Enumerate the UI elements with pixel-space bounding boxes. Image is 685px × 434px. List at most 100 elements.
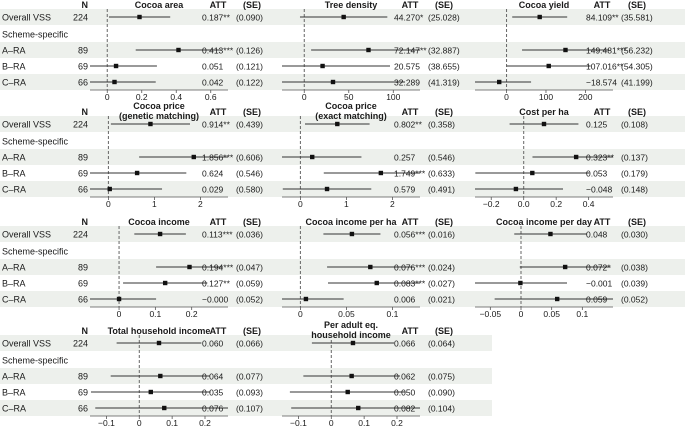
row-label: Scheme-specific — [2, 247, 69, 257]
att-header: ATT — [594, 217, 611, 227]
se-value: (0.606) — [236, 152, 263, 162]
se-value: (0.633) — [428, 168, 455, 178]
point-estimate — [563, 47, 568, 53]
row-label: Overall VSS — [2, 120, 51, 130]
point-estimate — [573, 154, 579, 160]
att-header: ATT — [402, 326, 419, 336]
att-value: 32.289 — [394, 77, 420, 87]
row-n: 89 — [78, 46, 88, 56]
point-estimate — [554, 296, 560, 302]
point-estimate — [107, 186, 112, 192]
se-value: (0.027) — [428, 278, 455, 288]
att-value: 0.082 — [394, 403, 416, 413]
point-estimate — [518, 280, 523, 286]
att-value: 0.323** — [586, 152, 615, 162]
att-value: 0.035 — [202, 387, 224, 397]
se-value: (32.887) — [428, 45, 460, 55]
se-value: (0.108) — [621, 119, 648, 129]
att-value: 0.059 — [586, 294, 608, 304]
x-tick-label: 0 — [137, 418, 142, 428]
row-n: 69 — [78, 388, 88, 398]
row-n: 69 — [78, 169, 88, 179]
row-label: C–RA — [2, 185, 26, 195]
point-estimate — [356, 405, 361, 411]
row-n: 89 — [78, 263, 88, 273]
x-tick-label: 0.2 — [136, 92, 148, 102]
point-estimate — [148, 389, 153, 395]
point-estimate — [137, 14, 142, 20]
att-header: ATT — [210, 217, 227, 227]
att-value: 1.749*** — [394, 168, 426, 178]
point-estimate — [497, 79, 502, 85]
se-value: (0.090) — [236, 12, 263, 22]
point-estimate — [187, 264, 192, 270]
row-label: B–RA — [2, 279, 26, 289]
att-value: 0.076*** — [394, 262, 426, 272]
att-value: 0.127** — [202, 278, 231, 288]
panel-title: Cocoa income per day — [496, 217, 592, 227]
point-estimate — [112, 79, 117, 85]
n-header: N — [82, 0, 89, 10]
row-label: A–RA — [2, 153, 26, 163]
x-tick-label: 0 — [298, 309, 303, 319]
x-tick-label: 0 — [302, 92, 307, 102]
se-value: (0.121) — [236, 61, 263, 71]
row-label: C–RA — [2, 295, 26, 305]
att-value: 0.579 — [394, 184, 416, 194]
x-tick-label: 0.1 — [149, 309, 161, 319]
row-n: 66 — [78, 295, 88, 305]
row-label: B–RA — [2, 169, 26, 179]
att-value: 0.051 — [202, 61, 224, 71]
panel-title: Cocoa income — [128, 217, 190, 227]
point-estimate — [320, 63, 325, 69]
att-value: 0.187** — [202, 12, 231, 22]
att-value: 0.029 — [202, 184, 224, 194]
att-header: ATT — [210, 107, 227, 117]
se-value: (0.021) — [428, 294, 455, 304]
x-tick-label: 0 — [298, 199, 303, 209]
x-tick-label: 0 — [504, 92, 509, 102]
point-estimate — [562, 264, 568, 270]
x-tick-label: 0 — [519, 309, 524, 319]
x-tick-label: 0.1 — [166, 418, 178, 428]
se-header: (SE) — [628, 0, 646, 10]
se-value: (0.064) — [428, 338, 455, 348]
row-n: 66 — [78, 185, 88, 195]
att-value: 0.056*** — [394, 229, 426, 239]
att-value: 0.413*** — [202, 45, 234, 55]
point-estimate — [368, 264, 373, 270]
row-label: A–RA — [2, 46, 26, 56]
point-estimate — [349, 373, 354, 379]
row-band — [0, 335, 492, 351]
row-label: Scheme-specific — [2, 137, 69, 147]
se-value: (0.179) — [621, 168, 648, 178]
panel-title: Cocoa yield — [519, 0, 570, 10]
panel-title: Cocoa area — [135, 0, 185, 10]
row-band — [0, 368, 492, 384]
se-value: (0.036) — [236, 229, 263, 239]
row-n: 69 — [78, 279, 88, 289]
n-header: N — [82, 326, 89, 336]
panel-title: Cocoa price — [325, 101, 377, 111]
att-value: 0.060 — [202, 338, 224, 348]
x-tick-label: 100 — [386, 92, 400, 102]
se-header: (SE) — [628, 217, 646, 227]
att-value: 0.076 — [202, 403, 224, 413]
point-estimate — [113, 63, 119, 69]
se-value: (0.439) — [236, 119, 263, 129]
point-estimate — [324, 186, 330, 192]
se-value: (0.059) — [236, 278, 263, 288]
x-tick-label: 0.4 — [170, 92, 182, 102]
se-header: (SE) — [435, 217, 453, 227]
x-tick-label: 0.6 — [205, 92, 217, 102]
row-label: Scheme-specific — [2, 356, 69, 366]
row-n: 66 — [78, 78, 88, 88]
point-estimate — [530, 170, 535, 176]
att-value: 0.053 — [586, 168, 608, 178]
se-header: (SE) — [243, 0, 261, 10]
se-value: (0.047) — [236, 262, 263, 272]
point-estimate — [134, 170, 140, 176]
row-label: Overall VSS — [2, 230, 51, 240]
row-n: 89 — [78, 153, 88, 163]
se-value: (0.024) — [428, 262, 455, 272]
